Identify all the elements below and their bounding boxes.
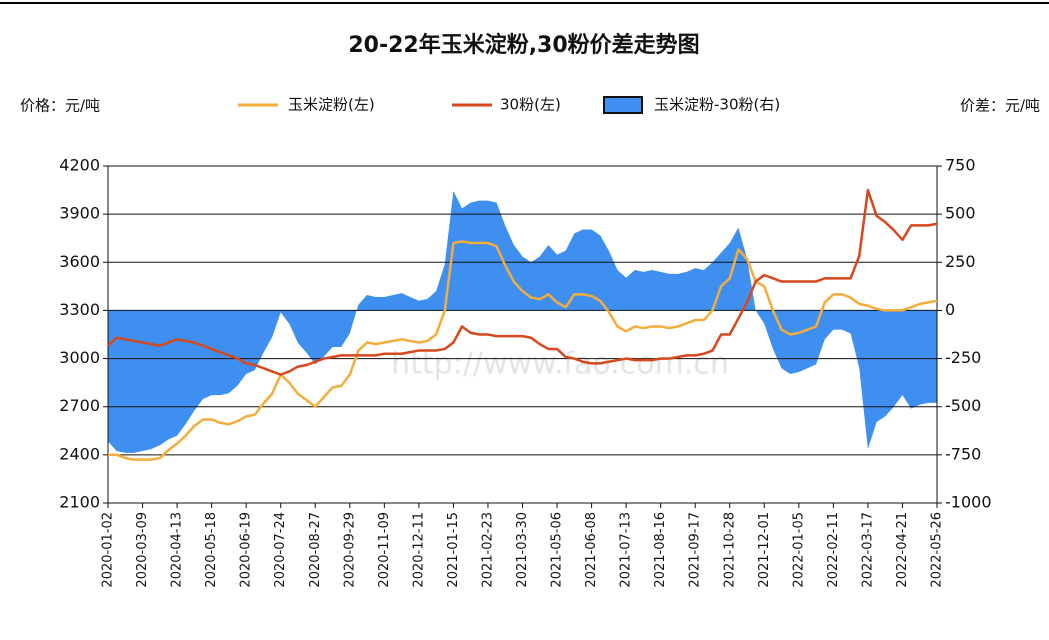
y-tick-label: 4200 <box>59 156 100 175</box>
y2-tick-label: -500 <box>945 396 981 415</box>
series-line <box>108 240 938 461</box>
x-tick-label: 2021-02-23 <box>480 512 495 588</box>
x-tick-label: 2022-01-05 <box>791 512 806 588</box>
x-tick-label: 2020-08-27 <box>308 512 323 588</box>
x-tick-label: 2020-05-18 <box>204 512 219 588</box>
chart-title: 20-22年玉米淀粉,30粉价差走势图 <box>348 32 699 58</box>
x-tick-label: 2021-10-28 <box>722 512 737 588</box>
x-tick-label: 2021-12-01 <box>757 512 772 588</box>
y-tick-label: 3000 <box>59 348 100 367</box>
x-tick-label: 2020-03-09 <box>135 512 150 588</box>
x-tick-label: 2020-01-02 <box>101 512 116 588</box>
x-tick-label: 2021-09-17 <box>688 512 703 588</box>
y2-tick-label: 0 <box>945 300 955 319</box>
y2-tick-label: 500 <box>945 204 976 223</box>
x-tick-label: 2022-05-26 <box>930 512 945 588</box>
x-tick-label: 2020-09-29 <box>342 512 357 588</box>
series-line <box>107 188 938 376</box>
y-tick-label: 2700 <box>59 396 100 415</box>
x-tick-label: 2021-01-15 <box>446 512 461 588</box>
x-tick-label: 2020-07-24 <box>273 512 288 588</box>
x-tick-label: 2021-05-06 <box>550 512 565 588</box>
x-tick-label: 2022-03-17 <box>860 512 875 588</box>
x-tick-label: 2021-03-30 <box>515 512 530 588</box>
y2-tick-label: 250 <box>945 252 976 271</box>
y-tick-label: 3600 <box>59 252 100 271</box>
y-tick-label: 3300 <box>59 300 100 319</box>
y2-axis-label: 价差：元/吨 <box>960 97 1040 115</box>
x-tick-label: 2020-04-13 <box>170 512 185 588</box>
y2-tick-label: -1000 <box>945 493 992 512</box>
x-tick-label: 2020-12-11 <box>411 512 426 588</box>
legend-label: 30粉(左) <box>500 96 561 114</box>
legend-swatch <box>603 96 643 114</box>
x-tick-label: 2020-11-09 <box>377 512 392 588</box>
legend-label: 玉米淀粉(左) <box>288 96 375 114</box>
x-tick-label: 2022-02-11 <box>826 512 841 588</box>
y-tick-label: 2400 <box>59 444 100 463</box>
y2-tick-label: -750 <box>945 444 981 463</box>
diff-area <box>108 191 937 453</box>
x-tick-label: 2020-06-19 <box>239 512 254 588</box>
y-tick-label: 3900 <box>59 204 100 223</box>
y2-tick-label: 750 <box>945 156 976 175</box>
x-tick-label: 2022-04-21 <box>895 512 910 588</box>
x-tick-label: 2021-07-13 <box>619 512 634 588</box>
y-tick-label: 2100 <box>59 493 100 512</box>
y2-tick-label: -250 <box>945 348 981 367</box>
legend-label: 玉米淀粉-30粉(右) <box>654 96 780 114</box>
x-tick-label: 2021-08-16 <box>653 512 668 588</box>
x-tick-label: 2021-06-08 <box>584 512 599 588</box>
y-axis-label: 价格：元/吨 <box>20 97 100 115</box>
